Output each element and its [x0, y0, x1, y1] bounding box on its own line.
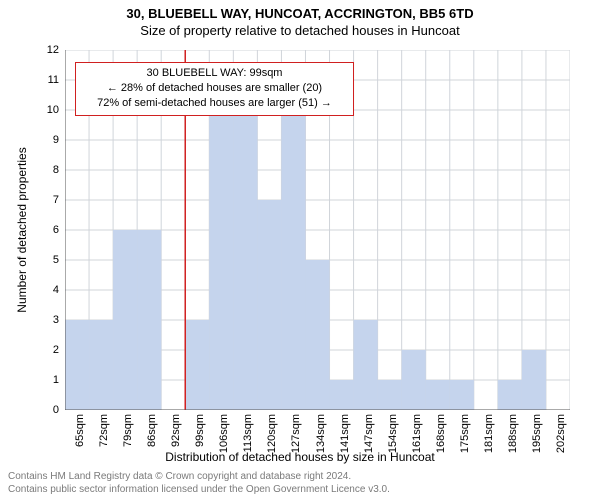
x-tick-label: 202sqm: [555, 414, 567, 453]
y-tick-label: 7: [53, 194, 65, 206]
footer-line1: Contains HM Land Registry data © Crown c…: [8, 471, 390, 484]
bar: [233, 110, 257, 410]
y-tick-label: 12: [47, 44, 65, 56]
bar: [185, 320, 209, 410]
annotation-box: 30 BLUEBELL WAY: 99sqm← 28% of detached …: [75, 62, 354, 116]
bar: [257, 200, 281, 410]
bar: [281, 110, 305, 410]
title-main: 30, BLUEBELL WAY, HUNCOAT, ACCRINGTON, B…: [0, 6, 600, 21]
bar: [378, 380, 402, 410]
chart-titles: 30, BLUEBELL WAY, HUNCOAT, ACCRINGTON, B…: [0, 0, 600, 38]
x-tick-label: 65sqm: [74, 414, 86, 447]
bar: [137, 230, 161, 410]
x-tick-label: 120sqm: [266, 414, 278, 453]
annotation-line: 72% of semi-detached houses are larger (…: [82, 96, 347, 111]
bar: [450, 380, 474, 410]
bar: [113, 230, 137, 410]
y-tick-label: 11: [48, 74, 65, 86]
y-tick-label: 9: [53, 134, 65, 146]
bar: [209, 110, 233, 410]
bar: [522, 350, 546, 410]
bar: [498, 380, 522, 410]
x-tick-label: 99sqm: [194, 414, 206, 447]
x-axis-title: Distribution of detached houses by size …: [0, 450, 600, 464]
footer-attribution: Contains HM Land Registry data © Crown c…: [8, 471, 390, 496]
bar: [65, 320, 89, 410]
x-tick-label: 188sqm: [507, 414, 519, 453]
x-tick-label: 161sqm: [411, 414, 423, 453]
x-tick-label: 113sqm: [242, 414, 254, 452]
annotation-line: ← 28% of detached houses are smaller (20…: [82, 81, 347, 96]
x-tick-label: 168sqm: [435, 414, 447, 453]
y-tick-label: 4: [53, 284, 65, 296]
y-tick-label: 5: [53, 254, 65, 266]
y-tick-label: 1: [53, 374, 65, 386]
x-tick-label: 79sqm: [122, 414, 134, 447]
y-tick-label: 8: [53, 164, 65, 176]
x-tick-label: 175sqm: [459, 414, 471, 453]
bar: [305, 260, 329, 410]
x-tick-label: 86sqm: [146, 414, 158, 447]
x-tick-label: 127sqm: [290, 414, 302, 453]
x-tick-label: 72sqm: [98, 414, 110, 447]
annotation-line: 30 BLUEBELL WAY: 99sqm: [82, 66, 347, 81]
x-tick-label: 154sqm: [387, 414, 399, 453]
y-tick-label: 2: [53, 344, 65, 356]
x-tick-label: 147sqm: [363, 414, 375, 453]
y-tick-label: 10: [47, 104, 65, 116]
x-tick-label: 195sqm: [531, 414, 543, 453]
title-sub: Size of property relative to detached ho…: [0, 23, 600, 38]
x-tick-label: 92sqm: [170, 414, 182, 447]
x-tick-label: 141sqm: [339, 414, 351, 453]
y-tick-label: 6: [53, 224, 65, 236]
x-tick-label: 106sqm: [218, 414, 230, 453]
bar: [89, 320, 113, 410]
bar: [354, 320, 378, 410]
y-tick-label: 0: [53, 404, 65, 416]
bar: [402, 350, 426, 410]
footer-line2: Contains public sector information licen…: [8, 484, 390, 497]
bar: [330, 380, 354, 410]
y-axis-title: Number of detached properties: [15, 147, 29, 312]
x-tick-label: 134sqm: [315, 414, 327, 453]
x-tick-label: 181sqm: [483, 414, 495, 453]
y-tick-label: 3: [53, 314, 65, 326]
bar: [426, 380, 450, 410]
